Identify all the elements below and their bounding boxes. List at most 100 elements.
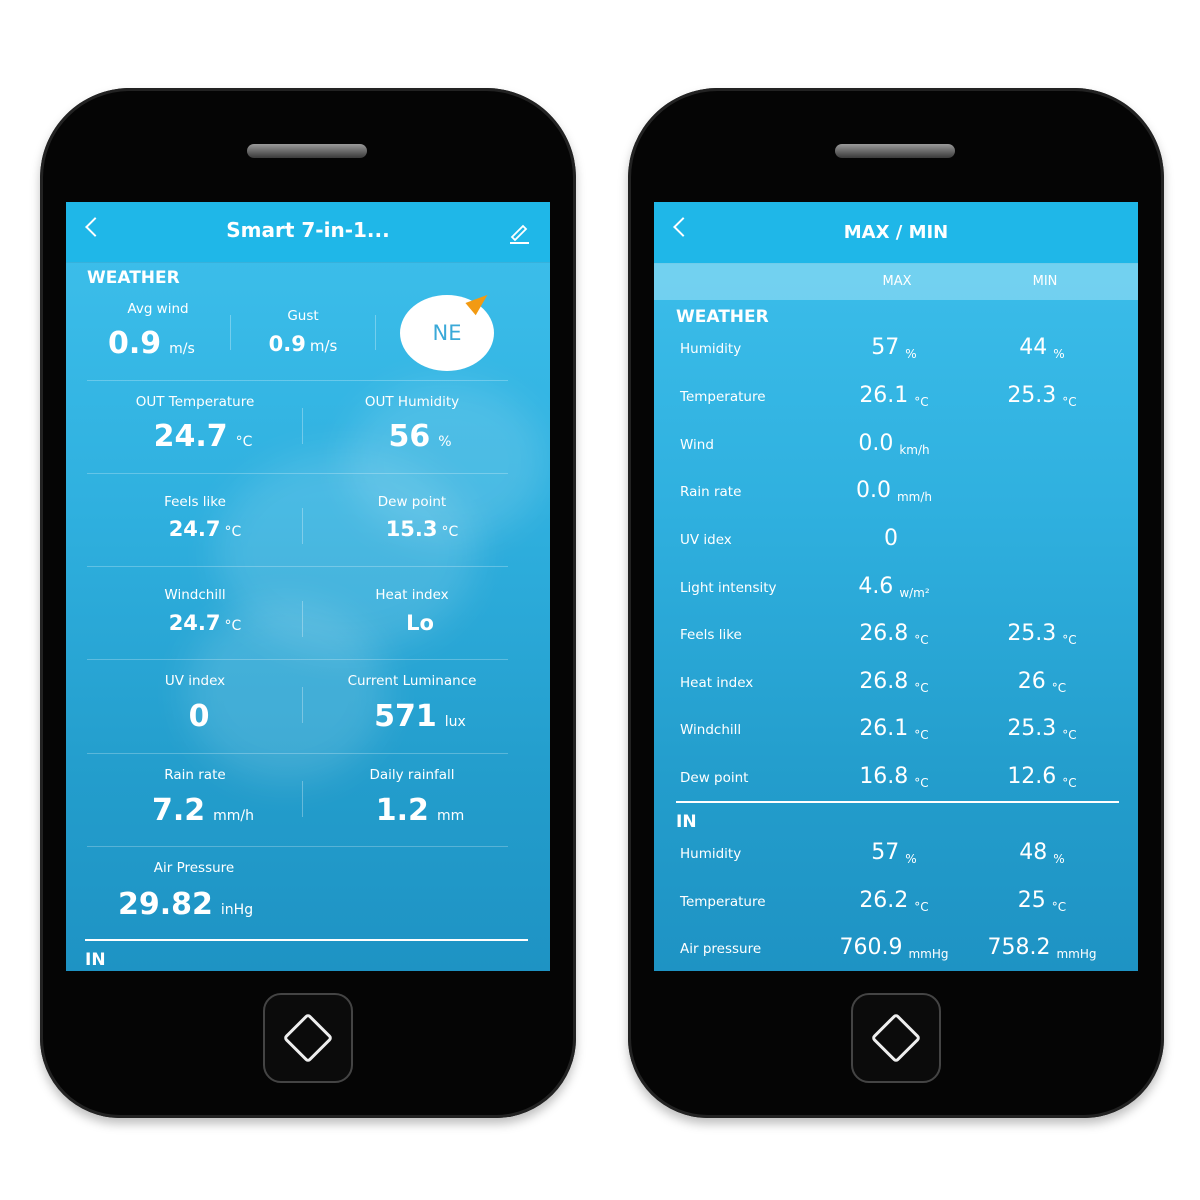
col-min: MIN (1032, 274, 1058, 289)
max-value: 0.0 km/h (858, 431, 929, 457)
value: 48 (1019, 840, 1048, 865)
value: 0.0 (855, 478, 891, 503)
max-value: 760.9 mmHg (839, 935, 949, 961)
home-diamond-icon (870, 1012, 922, 1064)
row-label: Humidity (680, 341, 742, 357)
min-value (1039, 574, 1045, 599)
max-value: 0.0 mm/h (855, 478, 933, 504)
metric-label: Heat index (375, 587, 449, 603)
max-value: 26.2 °C (859, 888, 929, 914)
unit: lux (444, 714, 466, 730)
min-value (1039, 431, 1045, 456)
unit: °C (224, 524, 242, 540)
unit: °C (1062, 633, 1077, 647)
max-min-screen: MAX / MIN MAX MIN WEATHER Humidity 57% 44%… (654, 202, 1138, 971)
value: 57 (871, 335, 900, 360)
value: 25 (1017, 888, 1046, 913)
metric-label: OUT Temperature (135, 394, 255, 410)
value: 7.2 (151, 793, 206, 828)
row-label: Temperature (680, 894, 766, 910)
unit: % (905, 852, 917, 866)
value: 25.3 (1007, 383, 1057, 408)
max-value: 57% (871, 335, 916, 361)
row-label: Heat index (680, 675, 754, 691)
metric-label: Rain rate (164, 767, 226, 783)
metric-value: Lo (406, 611, 438, 635)
value: 12.6 (1007, 764, 1057, 789)
metric-value: 24.7 °C (169, 611, 242, 635)
unit: mmHg (908, 947, 949, 961)
speaker-grille (835, 144, 955, 158)
metric-value: 24.7 °C (169, 517, 242, 541)
home-button[interactable] (263, 993, 353, 1083)
row-label: Dew point (680, 770, 749, 786)
value: 4.6 (858, 574, 894, 599)
unit: °C (1062, 776, 1077, 790)
unit: °C (914, 728, 929, 742)
metric-value: 56% (388, 419, 451, 454)
row-label: Feels like (680, 627, 742, 643)
value: 571 (374, 699, 437, 734)
unit: °C (1051, 900, 1067, 914)
unit: mm (436, 808, 465, 824)
row-label: Wind (680, 437, 714, 453)
page-title: Smart 7-in-1... (226, 218, 390, 242)
value: 15.3 (385, 517, 438, 541)
avg-wind-value: 0.9 m/s (108, 326, 195, 361)
air-pressure-value: 29.82 inHg (118, 887, 253, 922)
min-value: 25.3 °C (1007, 621, 1077, 647)
metric-label: Windchill (164, 587, 226, 603)
unit: mmHg (1056, 947, 1097, 961)
row-label: Temperature (680, 389, 766, 405)
unit: °C (914, 900, 929, 914)
unit: °C (914, 633, 929, 647)
value: 26 (1017, 669, 1046, 694)
row-label: Humidity (680, 846, 742, 862)
home-button[interactable] (851, 993, 941, 1083)
value: 24.7 (168, 611, 221, 635)
column-header: MAX MIN (654, 263, 1138, 300)
value: 56 (388, 419, 431, 454)
value: 0 (884, 526, 898, 551)
value: 0.9 (268, 332, 306, 356)
value: 26.8 (859, 669, 909, 694)
unit: °C (1051, 681, 1067, 695)
metric-value: 1.2 mm (376, 793, 464, 828)
unit: m/s (169, 341, 195, 357)
value: 16.8 (859, 764, 909, 789)
value: 26.8 (859, 621, 909, 646)
wind-direction-compass: NE (400, 295, 494, 371)
value: 1.2 (375, 793, 429, 828)
min-value: 758.2 mmHg (987, 935, 1097, 961)
metric-value: 24.7 °C (154, 419, 253, 454)
row-label: Air pressure (680, 941, 762, 957)
value: 24.7 (153, 419, 228, 454)
metric-value: 15.3 °C (386, 517, 459, 541)
unit: °C (914, 681, 929, 695)
max-value: 26.1 °C (859, 383, 928, 409)
max-value: 26.8 °C (859, 669, 929, 695)
air-pressure-label: Air Pressure (153, 860, 235, 876)
min-value: 12.6 °C (1007, 764, 1077, 790)
min-value: 48% (1019, 840, 1064, 866)
phone-right: MAX / MIN MAX MIN WEATHER Humidity 57% 44%… (628, 88, 1164, 1118)
unit: °C (224, 618, 242, 634)
unit: °C (235, 434, 253, 450)
unit: °C (1062, 728, 1077, 742)
gust-label: Gust (287, 308, 319, 324)
unit: mm/h (896, 490, 933, 504)
min-value: 25.3 °C (1007, 383, 1077, 409)
page-title: MAX / MIN (843, 222, 949, 243)
speaker-grille (247, 144, 367, 158)
metric-label: Feels like (164, 494, 226, 510)
edit-icon[interactable] (508, 222, 530, 244)
row-label: Rain rate (680, 484, 742, 500)
col-max: MAX (882, 274, 912, 289)
unit: °C (1062, 395, 1077, 409)
value: 26.1 (859, 383, 909, 408)
value: 44 (1019, 335, 1048, 360)
metric-label: OUT Humidity (364, 394, 460, 410)
value: 24.7 (168, 517, 221, 541)
home-diamond-icon (282, 1012, 334, 1064)
phone-left: Smart 7-in-1... WEATHER Avg wind 0.9 m/s … (40, 88, 576, 1118)
